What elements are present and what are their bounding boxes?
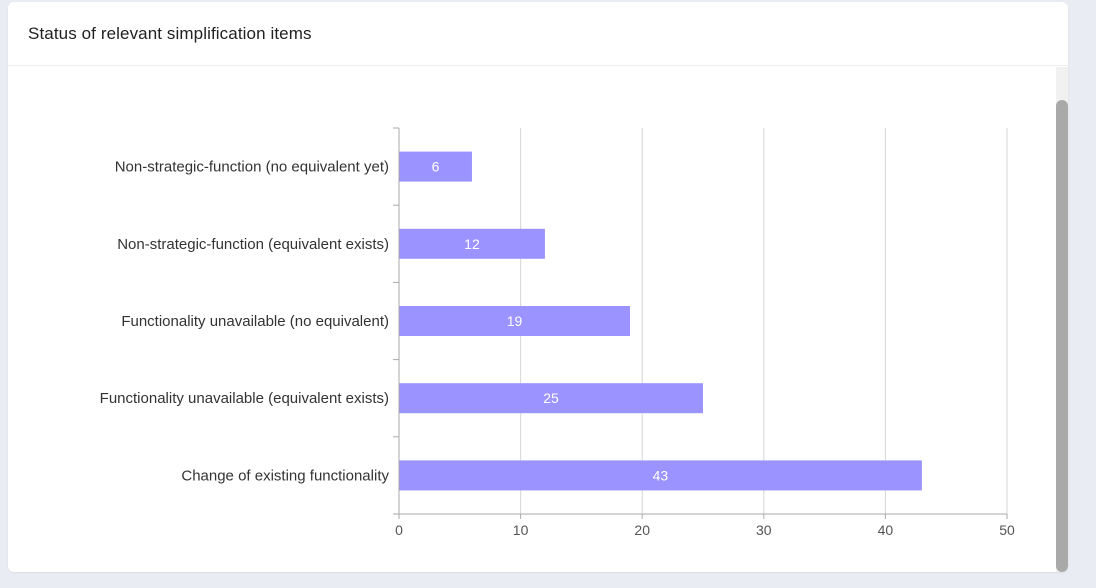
y-category-label: Functionality unavailable (equivalent ex… bbox=[100, 390, 389, 407]
bar-data-label: 19 bbox=[507, 313, 523, 329]
bar bbox=[399, 306, 631, 336]
x-tick-label: 40 bbox=[878, 522, 894, 538]
x-tick-label: 50 bbox=[999, 522, 1015, 538]
bar-data-label: 6 bbox=[432, 159, 440, 175]
x-tick-label: 30 bbox=[756, 522, 772, 538]
y-category-label: Non-strategic-function (no equivalent ye… bbox=[115, 159, 389, 176]
bar-chart-area: 0 10 20 30 40 50 Non-strategic-function (no eq… bbox=[8, 67, 1056, 572]
y-category-label: Functionality unavailable (no equivalent… bbox=[121, 313, 389, 330]
x-tick-label: 10 bbox=[513, 522, 529, 538]
bar bbox=[399, 151, 472, 182]
y-category-label: Non-strategic-function (equivalent exist… bbox=[117, 236, 389, 253]
x-tick-label: 0 bbox=[395, 522, 403, 538]
chart-card: Status of relevant simplification items … bbox=[8, 2, 1068, 572]
bar-data-label: 12 bbox=[464, 236, 480, 252]
bar-data-label: 43 bbox=[653, 467, 669, 483]
bar-chart: 0 10 20 30 40 50 Non-strategic-function (no eq… bbox=[100, 127, 1015, 538]
card-header: Status of relevant simplification items bbox=[8, 2, 1068, 66]
x-tick-label: 20 bbox=[634, 522, 650, 538]
scrollbar-thumb[interactable] bbox=[1056, 100, 1068, 572]
bar-data-label: 25 bbox=[543, 390, 559, 406]
card-title: Status of relevant simplification items bbox=[28, 24, 312, 43]
bar bbox=[399, 383, 703, 414]
y-category-label: Change of existing functionality bbox=[181, 467, 389, 484]
bar bbox=[399, 228, 545, 259]
bar bbox=[399, 460, 922, 491]
